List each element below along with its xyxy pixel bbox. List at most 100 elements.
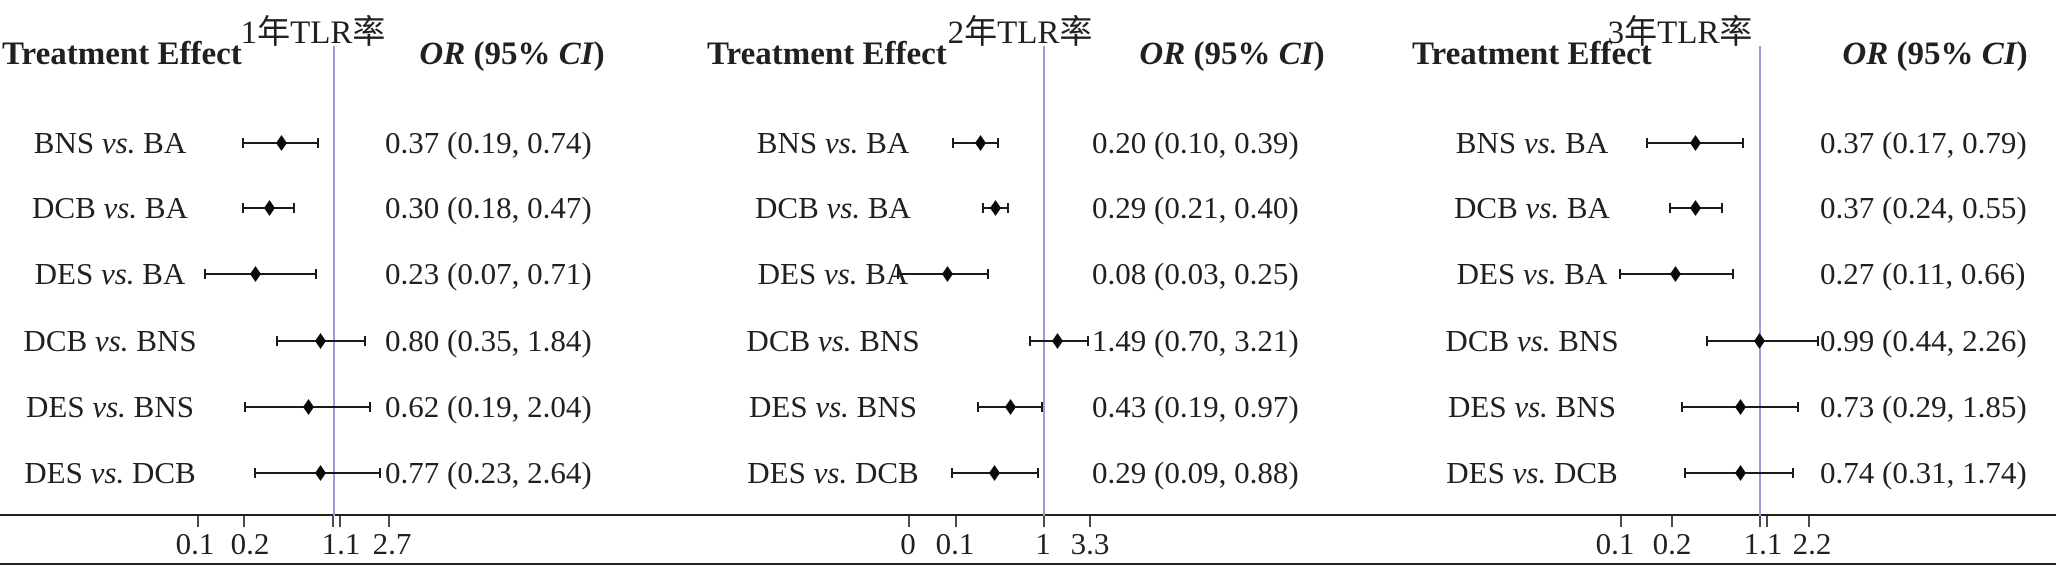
- comparison-left: DES: [757, 256, 824, 291]
- comparison-right: BA: [858, 125, 910, 160]
- comparison-right: BA: [134, 256, 186, 291]
- panel-title-1: 1年TLR率: [240, 15, 386, 51]
- comparison-vs: vs.: [1523, 125, 1558, 160]
- ci-cap-left: [1684, 468, 1686, 478]
- or-ci-header-part-3: ): [593, 36, 605, 72]
- ci-cap-right: [1817, 336, 1819, 346]
- axis-tick-label: 1.1: [321, 526, 361, 561]
- or-ci-header-part-3: ): [1313, 36, 1325, 72]
- ci-cap-left: [951, 468, 953, 478]
- comparison-vs: vs.: [1514, 389, 1548, 424]
- axis-tick-label: 0.2: [230, 526, 270, 561]
- comparison-label: DES vs. BNS: [1448, 389, 1616, 425]
- comparison-left: DCB: [23, 323, 95, 358]
- comparison-vs: vs.: [101, 125, 136, 160]
- or-ci-value: 0.62 (0.19, 2.04): [385, 389, 592, 424]
- or-ci-header-part-0: OR: [419, 36, 466, 72]
- or-ci-value: 0.37 (0.19, 0.74): [385, 125, 592, 160]
- x-axis-line: [0, 514, 2056, 516]
- axis-tick-mark: [1671, 516, 1673, 527]
- comparison-label: BNS vs. BA: [757, 125, 909, 161]
- ci-cap-left: [1029, 336, 1031, 346]
- comparison-left: BNS: [756, 125, 825, 160]
- point-estimate-diamond: [942, 266, 953, 282]
- comparison-right: BA: [137, 190, 188, 225]
- comparison-label: DES vs. BNS: [749, 389, 917, 425]
- axis-tick-mark: [332, 516, 334, 527]
- comparison-right: BNS: [1550, 323, 1619, 358]
- comparison-vs: vs.: [817, 323, 852, 358]
- point-estimate-diamond: [1690, 200, 1701, 216]
- axis-tick-label: 2.2: [1792, 526, 1832, 561]
- axis-tick-mark: [1759, 516, 1761, 527]
- or-ci-header-part-1: (95%: [1888, 36, 1982, 72]
- comparison-label: DCB vs. BNS: [746, 323, 919, 359]
- axis-tick-mark: [1620, 516, 1622, 527]
- ci-cap-right: [1792, 468, 1794, 478]
- or-ci-value: 0.08 (0.03, 0.25): [1092, 256, 1299, 291]
- comparison-right: BNS: [1547, 389, 1616, 424]
- or-ci-value: 0.77 (0.23, 2.64): [385, 455, 592, 490]
- comparison-label: DES vs. DCB: [1446, 455, 1617, 491]
- axis-tick-mark: [908, 516, 910, 527]
- or-ci-value: 0.30 (0.18, 0.47): [385, 190, 592, 225]
- reference-line: [1043, 46, 1045, 516]
- or-ci-header-part-0: OR: [1139, 36, 1186, 72]
- axis-tick-mark: [243, 516, 245, 527]
- comparison-vs: vs.: [823, 256, 858, 291]
- comparison-label: DCB vs. BNS: [1445, 323, 1618, 359]
- point-estimate-diamond: [250, 266, 261, 282]
- or-ci-value: 0.29 (0.09, 0.88): [1092, 455, 1299, 490]
- or-ci-value: 1.49 (0.70, 3.21): [1092, 323, 1299, 358]
- axis-tick-label: 0: [900, 526, 916, 561]
- point-estimate-diamond: [1735, 465, 1746, 481]
- comparison-right: BA: [1557, 125, 1609, 160]
- comparison-vs: vs.: [94, 323, 129, 358]
- comparison-left: BNS: [33, 125, 102, 160]
- axis-tick-mark: [1808, 516, 1810, 527]
- comparison-vs: vs.: [824, 125, 859, 160]
- comparison-label: DCB vs. BNS: [23, 323, 196, 359]
- axis-tick-mark: [388, 516, 390, 527]
- treatment-effect-header: Treatment Effect: [707, 36, 947, 72]
- ci-cap-right: [1037, 468, 1039, 478]
- comparison-vs: vs.: [90, 455, 125, 490]
- comparison-vs: vs.: [92, 389, 126, 424]
- point-estimate-diamond: [1754, 333, 1765, 349]
- ci-cap-left: [244, 402, 246, 412]
- ci-cap-left: [242, 138, 244, 148]
- axis-tick-label: 0.1: [175, 526, 215, 561]
- comparison-right: BNS: [851, 323, 920, 358]
- comparison-vs: vs.: [815, 389, 849, 424]
- reference-line: [333, 46, 335, 516]
- comparison-left: DES: [26, 389, 93, 424]
- ci-cap-left: [977, 402, 979, 412]
- comparison-left: DCB: [755, 190, 827, 225]
- comparison-label: DES vs. DCB: [747, 455, 918, 491]
- point-estimate-diamond: [276, 135, 287, 151]
- comparison-label: DES vs. BA: [35, 256, 186, 292]
- or-ci-header-part-2: CI: [558, 36, 594, 72]
- comparison-label: DES vs. DCB: [24, 455, 195, 491]
- figure-bottom-border: [0, 563, 2056, 565]
- point-estimate-diamond: [315, 333, 326, 349]
- comparison-label: BNS vs. BA: [1456, 125, 1608, 161]
- ci-cap-left: [1669, 203, 1671, 213]
- comparison-left: DCB: [1454, 190, 1526, 225]
- comparison-right: BA: [860, 190, 911, 225]
- or-ci-value: 0.99 (0.44, 2.26): [1820, 323, 2027, 358]
- or-ci-header-part-0: OR: [1842, 36, 1889, 72]
- comparison-label: DCB vs. BA: [755, 190, 911, 226]
- point-estimate-diamond: [1052, 333, 1063, 349]
- comparison-right: DCB: [1546, 455, 1618, 490]
- comparison-left: DES: [749, 389, 816, 424]
- axis-tick-label: 2.7: [372, 526, 412, 561]
- ci-cap-right: [293, 203, 295, 213]
- comparison-label: DES vs. BNS: [26, 389, 194, 425]
- point-estimate-diamond: [975, 135, 986, 151]
- comparison-vs: vs.: [826, 190, 861, 225]
- or-ci-header: OR (95% CI): [1139, 36, 1324, 73]
- axis-tick-label: 0.2: [1652, 526, 1692, 561]
- or-ci-header: OR (95% CI): [419, 36, 604, 73]
- comparison-right: BA: [135, 125, 187, 160]
